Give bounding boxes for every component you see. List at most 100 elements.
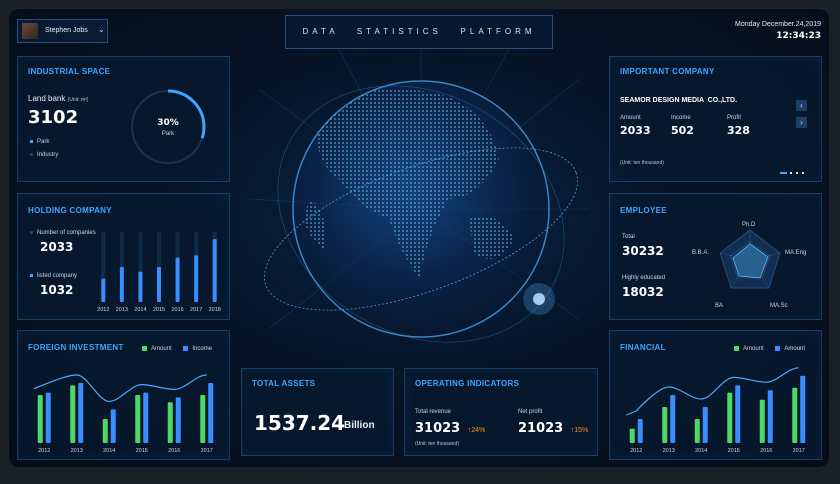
bar-2017-amount <box>792 387 798 443</box>
bar-2014-value <box>138 271 143 302</box>
bar-2012-value <box>101 278 106 302</box>
bar-2015-amount <box>735 385 741 443</box>
bar-2015-value <box>157 267 161 302</box>
revenue-value: 31023 <box>415 421 461 436</box>
bar-2014-amount <box>702 407 708 443</box>
tick-label: 2014 <box>134 307 146 313</box>
bar-2013-income <box>78 383 84 443</box>
total-label: Total <box>622 234 635 240</box>
total-assets-panel: TOTAL ASSETS 1537.24 Billion <box>241 368 394 456</box>
pager-dots[interactable] <box>780 161 804 179</box>
pager-dot <box>796 172 798 174</box>
time-text: 12:34:23 <box>776 31 821 41</box>
tick-label: 2017 <box>793 448 805 454</box>
bar-2013-amount <box>70 385 76 443</box>
profit-change: ↑15% <box>570 427 589 434</box>
num-companies-marker <box>30 230 33 234</box>
trend-line <box>626 367 799 416</box>
amount-legend-label-2: Amount <box>784 346 806 353</box>
foreign-legend: Amount Income <box>142 346 212 352</box>
pager-active <box>780 172 787 174</box>
land-bank-value: 3102 <box>28 107 79 128</box>
educated-value: 18032 <box>622 285 664 299</box>
bar-2017-amount <box>200 395 206 443</box>
bar-2014-amount <box>102 419 108 443</box>
bar-2013-value <box>119 267 124 302</box>
globe-visual <box>249 49 589 343</box>
listed-company-value: 1032 <box>40 283 74 297</box>
bar-2012-amount <box>37 395 43 443</box>
holding-company-panel: HOLDING COMPANY Number of companies 2033… <box>17 193 230 320</box>
company-name: SEAMOR DESIGN MEDIA CO.,LTD. <box>620 97 738 104</box>
revenue-change: ↑24% <box>467 427 486 434</box>
listed-company-text: listed company <box>37 273 78 279</box>
tick-label: 2012 <box>630 448 642 454</box>
bar-2016-income <box>175 397 181 443</box>
trend-line <box>34 374 207 403</box>
chevron-down-icon: ⌄ <box>98 25 105 34</box>
num-companies-label: Number of companies <box>30 230 96 236</box>
financial-title: FINANCIAL <box>620 343 666 352</box>
financial-bar-chart: 2012 2013 2014 2015 2016 2017 <box>626 367 806 454</box>
radar-label-phd: Ph.D <box>742 222 756 228</box>
bar-2015-income <box>143 392 149 443</box>
financial-panel: FINANCIAL Amount Amount 2012 2013 2014 2015… <box>609 330 822 460</box>
bar-track <box>101 232 106 302</box>
income-legend-label: Income <box>192 346 213 353</box>
profit-value: 328 <box>727 124 750 137</box>
bar-track <box>138 232 143 302</box>
prev-button[interactable]: ‹ <box>796 100 807 111</box>
operating-title: OPERATING INDICATORS <box>415 379 520 388</box>
income-value: 502 <box>671 124 694 137</box>
foreign-investment-title: FOREIGN INVESTMENT <box>28 343 124 352</box>
tick-label: 2012 <box>97 307 109 313</box>
park-ring-chart <box>130 89 206 165</box>
dashboard-screen: Stephen Jobs ⌄ DATA STATISTICS PLATFORM … <box>9 9 829 467</box>
legend-park: Park <box>30 139 49 145</box>
tick-label: 2015 <box>136 448 148 454</box>
bar-2012-amount <box>637 419 643 443</box>
revenue-row: 31023 ↑24% <box>415 419 485 437</box>
profit-label: Profit <box>727 115 742 121</box>
date-text: Monday December.24,2019 <box>735 21 821 28</box>
bar-2018-value <box>212 239 217 302</box>
radar-label-ba: BA <box>715 303 724 309</box>
industry-legend-label: Industry <box>37 152 59 158</box>
industrial-space-title: INDUSTRIAL SPACE <box>28 67 111 76</box>
foreign-investment-panel: FOREIGN INVESTMENT Amount Income 2012 201… <box>17 330 230 460</box>
next-button[interactable]: › <box>796 117 807 128</box>
industrial-space-panel: INDUSTRIAL SPACE Land bank (Unit: m²) 31… <box>17 56 230 182</box>
amount-legend-marker-2 <box>775 346 781 351</box>
bar-2017-income <box>208 383 214 443</box>
foreign-bar-chart: 2012 2013 2014 2015 2016 2017 <box>34 374 214 454</box>
total-assets-value: 1537.24 <box>254 411 346 435</box>
employee-panel: EMPLOYEE Total 30232 Highly educated 180… <box>609 193 822 320</box>
amount-value: 2033 <box>620 124 651 137</box>
amount-legend-marker-1 <box>734 346 739 351</box>
financial-legend: Amount Amount <box>734 346 805 352</box>
profit-value: 21023 <box>518 421 564 436</box>
income-legend-marker <box>183 346 189 351</box>
park-legend-label: Park <box>37 139 50 145</box>
bar-2016-amount <box>167 402 173 443</box>
chevron-right-icon: › <box>800 118 803 127</box>
user-menu[interactable]: Stephen Jobs ⌄ <box>17 19 108 43</box>
bar-2016-value <box>175 257 180 302</box>
tick-label: 2014 <box>695 448 707 454</box>
ring-percent: 30% <box>157 118 179 128</box>
tick-label: 2016 <box>760 448 772 454</box>
revenue-label: Total revenue <box>415 409 452 415</box>
income-label: Income <box>671 115 691 121</box>
amount-legend-label: Amount <box>151 346 172 353</box>
bar-2017-value <box>194 255 199 302</box>
radar-label-masc: MA.Sc <box>770 303 788 309</box>
bar-2017-amount <box>800 375 806 443</box>
employee-title: EMPLOYEE <box>620 206 667 215</box>
bar-2016-amount <box>767 390 773 443</box>
total-assets-unit: Billion <box>344 420 375 431</box>
radar-label-bba: B.B.A. <box>692 250 710 256</box>
tick-label: 2015 <box>153 307 165 313</box>
educated-label: Highly educated <box>622 275 666 281</box>
tick-label: 2012 <box>38 448 50 454</box>
amount-legend-label-1: Amount <box>743 346 764 353</box>
